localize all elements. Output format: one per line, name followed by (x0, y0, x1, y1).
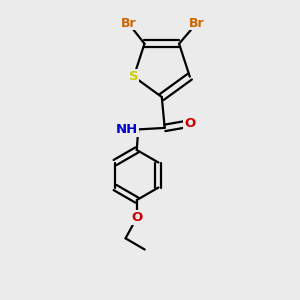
Text: S: S (129, 70, 139, 83)
Text: Br: Br (189, 16, 205, 30)
Text: O: O (184, 117, 195, 130)
Text: Br: Br (121, 16, 136, 30)
Text: O: O (131, 211, 142, 224)
Text: NH: NH (116, 123, 138, 136)
